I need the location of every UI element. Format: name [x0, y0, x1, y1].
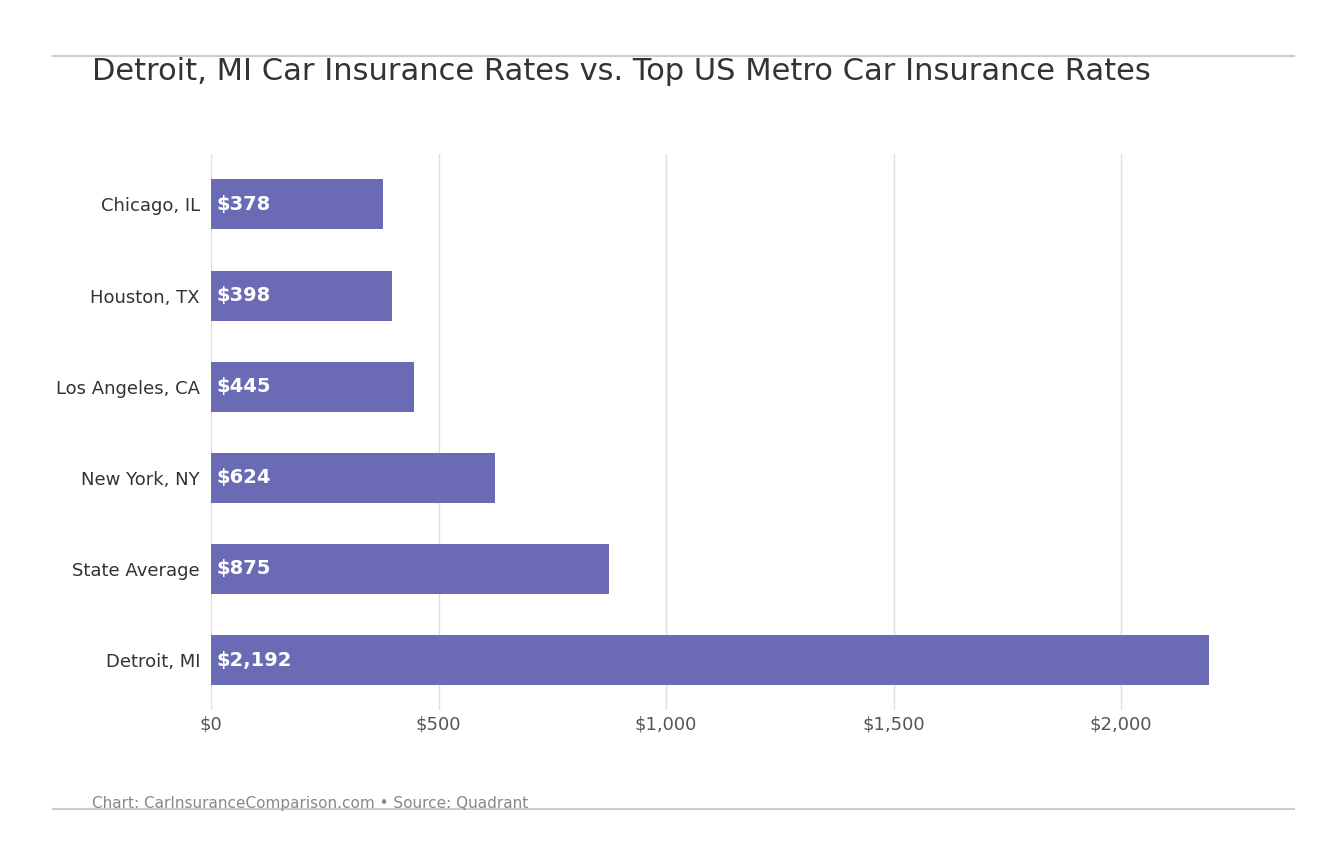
Bar: [211, 453, 495, 503]
Bar: [211, 180, 383, 229]
Text: $2,192: $2,192: [216, 651, 292, 669]
Text: $378: $378: [216, 195, 271, 214]
Text: $398: $398: [216, 286, 271, 305]
Bar: [211, 361, 413, 412]
Bar: [211, 270, 392, 321]
Text: $875: $875: [216, 560, 271, 579]
Text: $624: $624: [216, 468, 271, 487]
Bar: [211, 544, 610, 594]
Bar: [211, 635, 1209, 685]
Text: $445: $445: [216, 377, 271, 396]
Text: Chart: CarInsuranceComparison.com • Source: Quadrant: Chart: CarInsuranceComparison.com • Sour…: [92, 796, 528, 811]
Text: Detroit, MI Car Insurance Rates vs. Top US Metro Car Insurance Rates: Detroit, MI Car Insurance Rates vs. Top …: [92, 56, 1151, 86]
